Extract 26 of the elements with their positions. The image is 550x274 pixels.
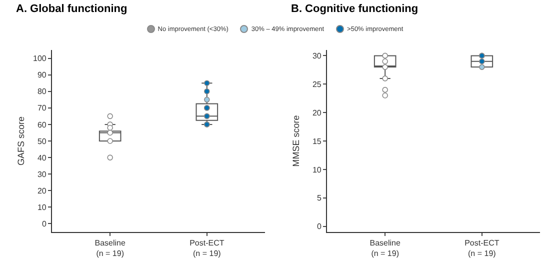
y-tick-label: 90	[37, 70, 47, 80]
y-tick-label: 10	[37, 202, 47, 212]
y-tick-label: 5	[316, 194, 322, 203]
y-tick-label: 25	[312, 80, 322, 89]
y-axis-title: MMSE score	[291, 115, 301, 167]
x-tick-label: Baseline (n = 19)	[94, 238, 126, 258]
y-tick-label: 80	[37, 87, 47, 96]
chart-title: B. Cognitive functioning	[291, 2, 418, 15]
y-tick-label: 30	[312, 51, 322, 60]
y-tick-label: 40	[37, 153, 47, 162]
y-tick-label: 20	[37, 186, 47, 196]
y-tick-label: 50	[37, 136, 47, 146]
x-tick-label: Post-ECT (n = 19)	[464, 238, 500, 258]
y-tick-label: 30	[37, 170, 47, 179]
y-tick-label: 0	[316, 222, 322, 232]
y-tick-label: 20	[312, 108, 322, 118]
y-tick-label: 60	[37, 120, 47, 130]
y-tick-label: 0	[42, 220, 47, 229]
y-tick-label: 15	[312, 136, 322, 146]
y-tick-label: 70	[37, 104, 47, 113]
chart-title: A. Global functioning	[16, 2, 128, 15]
y-tick-label: 10	[312, 165, 322, 174]
x-tick-label: Baseline (n = 19)	[370, 238, 401, 258]
y-tick-label: 100	[33, 54, 47, 64]
y-axis-title: GAFS score	[16, 116, 26, 166]
x-tick-label: Post-ECT (n = 19)	[190, 238, 224, 258]
